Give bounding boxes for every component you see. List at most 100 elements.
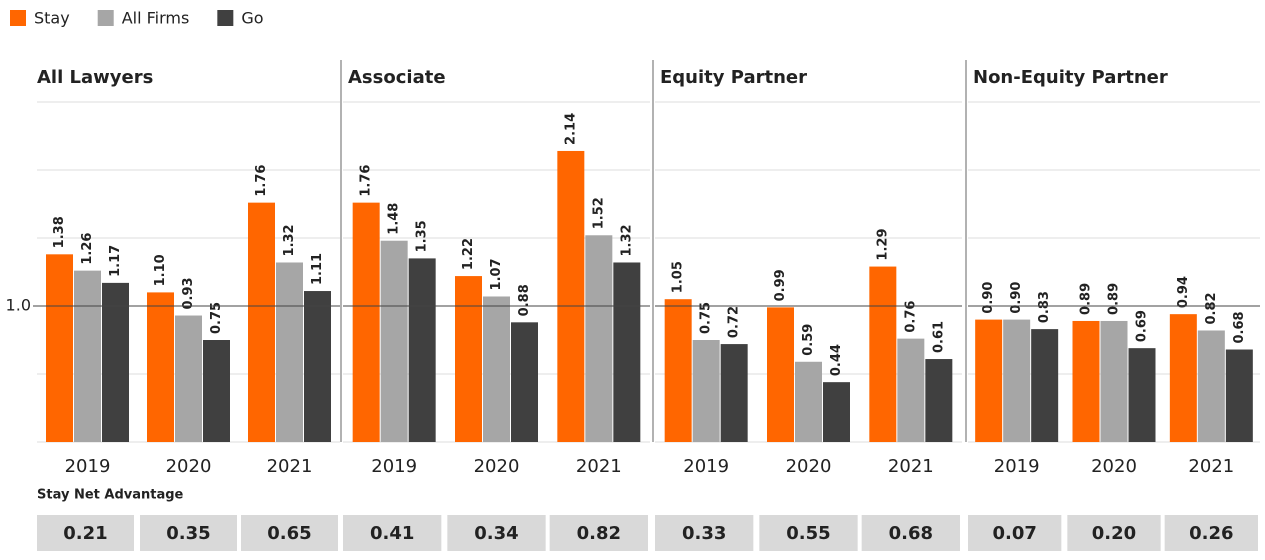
bar xyxy=(352,202,380,442)
net-advantage-title: Stay Net Advantage xyxy=(37,488,184,503)
bar xyxy=(823,382,850,442)
net-advantage-value: 0.41 xyxy=(370,523,414,544)
net-advantage-box xyxy=(549,515,648,551)
net-advantage-box xyxy=(1067,515,1161,551)
x-tick-label: 2020 xyxy=(166,456,212,477)
x-tick-label: 2021 xyxy=(1188,456,1234,477)
value-label: 0.83 xyxy=(1037,291,1052,323)
legend-label: Stay xyxy=(34,9,70,28)
value-label: 1.32 xyxy=(619,224,634,256)
value-label: 1.17 xyxy=(108,245,123,277)
x-tick-label: 2021 xyxy=(888,456,934,477)
value-label: 2.14 xyxy=(563,113,578,145)
net-advantage-box xyxy=(241,515,338,551)
panel-title: Non-Equity Partner xyxy=(973,67,1168,88)
bar xyxy=(511,322,538,442)
bar xyxy=(557,150,585,442)
value-label: 0.82 xyxy=(1204,292,1219,324)
net-advantage-value: 0.26 xyxy=(1189,523,1233,544)
value-label: 0.90 xyxy=(981,282,996,314)
x-tick-label: 2021 xyxy=(576,456,622,477)
bar xyxy=(585,235,613,442)
bar xyxy=(74,270,101,442)
value-label: 0.90 xyxy=(1009,282,1024,314)
value-label: 0.88 xyxy=(517,284,532,316)
value-label: 1.22 xyxy=(461,238,476,270)
x-tick-label: 2020 xyxy=(786,456,832,477)
bar xyxy=(613,262,641,442)
bar xyxy=(1169,314,1197,442)
value-label: 1.05 xyxy=(671,261,686,293)
net-advantage-value: 0.82 xyxy=(577,523,621,544)
value-label: 1.76 xyxy=(359,165,374,197)
bar xyxy=(408,258,436,442)
legend-swatch xyxy=(97,10,114,26)
value-label: 1.52 xyxy=(591,197,606,229)
net-advantage-value: 0.21 xyxy=(63,523,107,544)
bar xyxy=(869,266,897,442)
value-label: 1.35 xyxy=(415,220,430,252)
bar xyxy=(304,291,331,442)
net-advantage-box xyxy=(1164,515,1258,551)
legend-label: Go xyxy=(241,9,263,28)
x-tick-label: 2019 xyxy=(683,456,729,477)
bar xyxy=(1072,320,1100,442)
value-label: 0.61 xyxy=(931,321,946,353)
bar xyxy=(795,361,822,442)
bar xyxy=(1031,329,1059,442)
bar xyxy=(248,202,275,442)
net-advantage-box xyxy=(37,515,134,551)
legend-swatch xyxy=(217,10,234,26)
net-advantage-box xyxy=(140,515,237,551)
y-tick-label: 1.0 xyxy=(6,296,31,315)
value-label: 1.10 xyxy=(153,254,168,286)
net-advantage-value: 0.33 xyxy=(682,523,726,544)
bar xyxy=(175,315,202,442)
x-tick-label: 2021 xyxy=(267,456,313,477)
value-label: 0.75 xyxy=(699,302,714,334)
net-advantage-value: 0.68 xyxy=(889,523,933,544)
net-advantage-box xyxy=(655,515,754,551)
bar xyxy=(483,296,510,442)
value-label: 0.72 xyxy=(727,306,742,338)
value-label: 0.94 xyxy=(1176,276,1191,308)
bar xyxy=(1003,319,1031,442)
bar xyxy=(767,307,794,442)
net-advantage-box xyxy=(759,515,858,551)
value-label: 0.68 xyxy=(1232,311,1247,343)
value-label: 0.69 xyxy=(1135,310,1150,342)
value-label: 1.38 xyxy=(52,216,67,248)
x-tick-label: 2019 xyxy=(371,456,417,477)
net-advantage-value: 0.20 xyxy=(1092,523,1136,544)
bar xyxy=(1128,348,1156,442)
bar xyxy=(897,338,925,442)
value-label: 0.99 xyxy=(773,269,788,301)
x-tick-label: 2020 xyxy=(474,456,520,477)
value-label: 0.75 xyxy=(209,302,224,334)
bar xyxy=(975,319,1003,442)
value-label: 0.89 xyxy=(1107,283,1122,315)
bar xyxy=(46,254,73,442)
x-tick-label: 2019 xyxy=(994,456,1040,477)
net-advantage-box xyxy=(968,515,1062,551)
panel-title: Equity Partner xyxy=(660,67,807,88)
bar xyxy=(1197,330,1225,442)
net-advantage-value: 0.35 xyxy=(166,523,210,544)
value-label: 1.48 xyxy=(387,203,402,235)
bar xyxy=(664,299,692,442)
bar xyxy=(276,262,303,442)
panel-title: Associate xyxy=(348,67,446,88)
net-advantage-value: 0.65 xyxy=(267,523,311,544)
legend-label: All Firms xyxy=(122,9,190,28)
x-tick-label: 2019 xyxy=(65,456,111,477)
bar xyxy=(720,344,748,442)
bar xyxy=(203,340,230,442)
value-label: 1.07 xyxy=(489,258,504,290)
net-advantage-box xyxy=(447,515,546,551)
value-label: 1.32 xyxy=(282,224,297,256)
value-label: 1.11 xyxy=(310,253,325,285)
value-label: 0.76 xyxy=(903,301,918,333)
value-label: 1.76 xyxy=(254,165,269,197)
net-advantage-box xyxy=(861,515,960,551)
bar xyxy=(1100,320,1128,442)
